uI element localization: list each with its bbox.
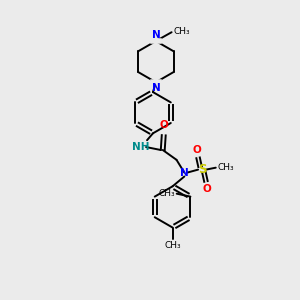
Text: NH: NH [132, 142, 150, 152]
Text: S: S [198, 163, 206, 176]
Text: N: N [152, 83, 160, 93]
Text: CH₃: CH₃ [164, 241, 181, 250]
Text: N: N [180, 168, 189, 178]
Text: N: N [152, 30, 160, 40]
Text: O: O [202, 184, 211, 194]
Text: CH₃: CH₃ [158, 189, 175, 198]
Text: O: O [159, 120, 168, 130]
Text: CH₃: CH₃ [218, 163, 234, 172]
Text: CH₃: CH₃ [174, 27, 190, 36]
Text: O: O [193, 145, 202, 155]
